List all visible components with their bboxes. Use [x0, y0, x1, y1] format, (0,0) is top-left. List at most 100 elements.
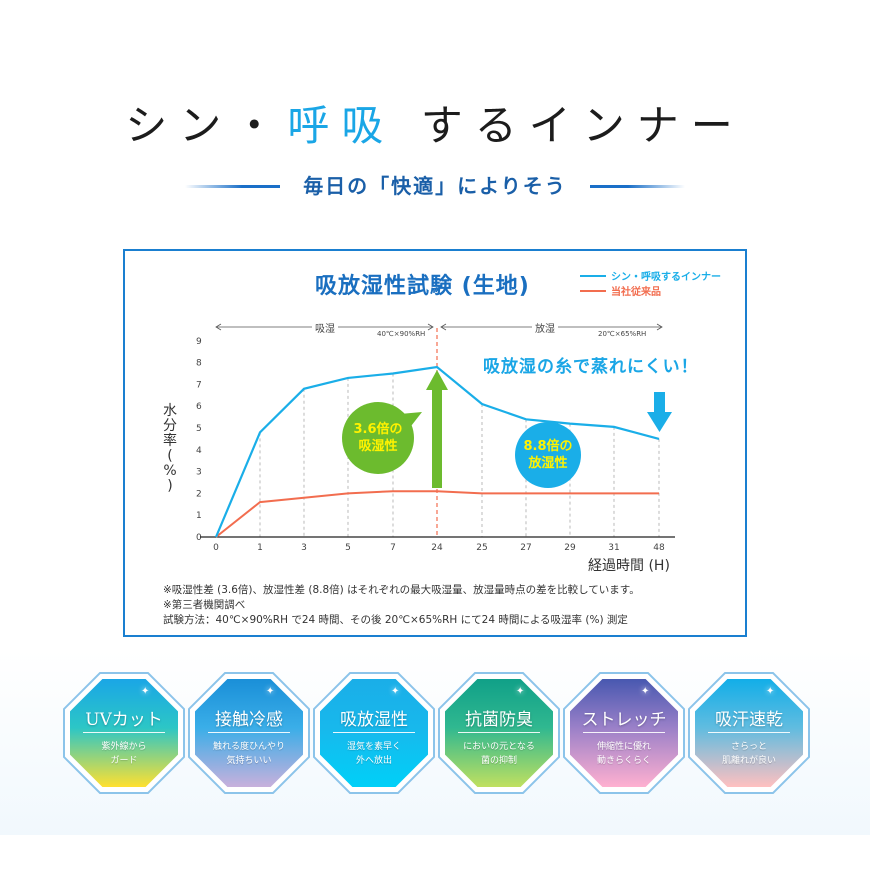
x-tick-label: 7	[390, 543, 396, 553]
x-tick-label: 31	[608, 543, 619, 553]
badge-title: 接触冷感	[215, 710, 283, 730]
badge-title: ストレッチ	[581, 710, 667, 730]
badge-description: 紫外線から ガード	[101, 742, 147, 766]
title-part-2: 呼	[287, 101, 342, 150]
x-tick-label: 0	[213, 543, 219, 553]
chart-title: 吸放湿性試験 (生地)	[315, 274, 530, 299]
series-old-line	[215, 490, 659, 538]
release-ratio-label: 放湿性	[528, 456, 568, 471]
badge-title: 抗菌防臭	[465, 710, 533, 730]
feature-badge: ✦ 吸放湿性湿気を素早く 外へ放出	[313, 672, 435, 794]
badge-fill	[195, 679, 303, 787]
badge-divider	[83, 732, 165, 733]
y-tick-label: 1	[196, 511, 202, 521]
x-tick-label: 27	[520, 543, 531, 553]
subtitle-row: 毎日の「快適」によりそう	[0, 170, 870, 202]
page-title: シン・呼吸 するインナー	[0, 92, 870, 153]
badge-fill	[320, 679, 428, 787]
legend-swatch-old	[580, 289, 606, 292]
absorb-ratio-value: 3.6倍の	[353, 422, 403, 437]
x-tick-label: 29	[564, 543, 576, 553]
badge-divider	[208, 732, 290, 733]
feature-badge: ✦ 吸汗速乾 さらっと 肌離れが良い	[688, 672, 810, 794]
absorb-ratio-label: 吸湿性	[358, 439, 398, 454]
sparkle-icon: ✦	[766, 686, 775, 697]
badge-description: 伸縮性に優れ 動きらくらく	[596, 742, 651, 766]
badge-description: 触れる度ひんやり 気持ちいい	[212, 742, 285, 766]
sparkle-icon: ✦	[266, 686, 275, 697]
x-tick-label: 5	[345, 543, 351, 553]
legend-label-old: 当社従来品	[611, 287, 661, 298]
sparkle-icon: ✦	[141, 686, 150, 697]
chart-notes: ※吸湿性差 (3.6倍)、放湿性差 (8.8倍) はそれぞれの最大吸湿量、放湿量…	[163, 583, 640, 628]
x-axis-label: 経過時間 (H)	[588, 558, 670, 574]
blue-down-arrow-icon	[647, 392, 672, 432]
ylabel-char: 率	[163, 433, 177, 449]
subtitle-rule-left	[185, 185, 280, 188]
subtitle-rule-right	[590, 185, 685, 188]
title-part-1: シン・	[125, 101, 288, 150]
legend-swatch-new	[580, 274, 606, 277]
legend-item-new: シン・呼吸するインナー	[580, 268, 721, 283]
badge-divider	[583, 732, 665, 733]
title-part-4: するインナー	[395, 101, 745, 150]
y-tick-label: 5	[196, 424, 202, 434]
sparkle-icon: ✦	[516, 686, 525, 697]
ylabel-char: )	[167, 478, 173, 494]
badge-title: 吸汗速乾	[715, 710, 783, 730]
ylabel-char: 水	[163, 403, 177, 419]
feature-badge: ✦ ストレッチ伸縮性に優れ 動きらくらく	[563, 672, 685, 794]
legend-label-new: シン・呼吸するインナー	[611, 272, 721, 283]
feature-badge: ✦ 抗菌防臭においの元となる 菌の抑制	[438, 672, 560, 794]
badge-divider	[708, 732, 790, 733]
sparkle-icon: ✦	[641, 686, 650, 697]
badge-title: UVカット	[85, 710, 163, 730]
badge-divider	[333, 732, 415, 733]
release-ratio-bubble: 8.8倍の 放湿性	[515, 422, 581, 488]
y-tick-label: 2	[196, 489, 202, 499]
green-up-arrow-icon	[426, 370, 448, 488]
badge-fill	[70, 679, 178, 787]
note-2: ※第三者機関調べ	[163, 599, 246, 611]
x-tick-label: 24	[431, 543, 443, 553]
x-tick-label: 25	[476, 543, 487, 553]
chart-callout: 吸放湿の糸で蒸れにくい！	[483, 357, 699, 377]
phase-absorb-label: 吸湿	[312, 320, 338, 335]
phase-arrows	[215, 323, 663, 331]
y-axis-ticks: 0 1 2 3 4 5 6 7 8 9	[196, 337, 202, 543]
y-tick-label: 3	[196, 468, 202, 478]
phase-release-label: 放湿	[532, 320, 558, 335]
badge-description: 湿気を素早く 外へ放出	[346, 742, 401, 766]
y-tick-label: 7	[196, 380, 202, 390]
x-tick-label: 3	[301, 543, 307, 553]
note-1: ※吸湿性差 (3.6倍)、放湿性差 (8.8倍) はそれぞれの最大吸湿量、放湿量…	[163, 584, 640, 596]
y-tick-label: 8	[196, 359, 202, 369]
series-new-line	[214, 365, 660, 538]
phase-absorb-condition: 40℃×90%RH	[377, 330, 426, 338]
x-tick-label: 1	[257, 543, 263, 553]
legend-item-old: 当社従来品	[580, 283, 721, 298]
badge-divider	[458, 732, 540, 733]
y-tick-label: 6	[196, 402, 202, 412]
note-3: 試験方法：40℃×90%RH で24 時間、その後 20℃×65%RH にて24…	[163, 614, 628, 626]
badge-fill	[570, 679, 678, 787]
ylabel-char: 分	[163, 418, 177, 434]
badge-title: 吸放湿性	[340, 710, 408, 730]
x-axis-ticks: 0 1 3 5 7 24 25 27 29 31 48	[213, 543, 665, 553]
y-tick-label: 0	[196, 533, 202, 543]
y-axis-label: 水 分 率 ( % )	[162, 404, 178, 494]
badge-description: においの元となる 菌の抑制	[463, 742, 535, 766]
badge-fill	[445, 679, 553, 787]
badge-fill	[695, 679, 803, 787]
y-tick-label: 9	[196, 337, 202, 347]
ylabel-char: (	[167, 448, 173, 464]
subtitle: 毎日の「快適」によりそう	[303, 174, 567, 198]
grid-lines	[259, 373, 660, 537]
feature-badge: ✦ UVカット紫外線から ガード	[63, 672, 185, 794]
sparkle-icon: ✦	[391, 686, 400, 697]
release-ratio-value: 8.8倍の	[523, 439, 573, 454]
x-tick-label: 48	[653, 543, 665, 553]
chart-legend: シン・呼吸するインナー 当社従来品	[580, 268, 721, 298]
y-tick-label: 4	[196, 446, 202, 456]
